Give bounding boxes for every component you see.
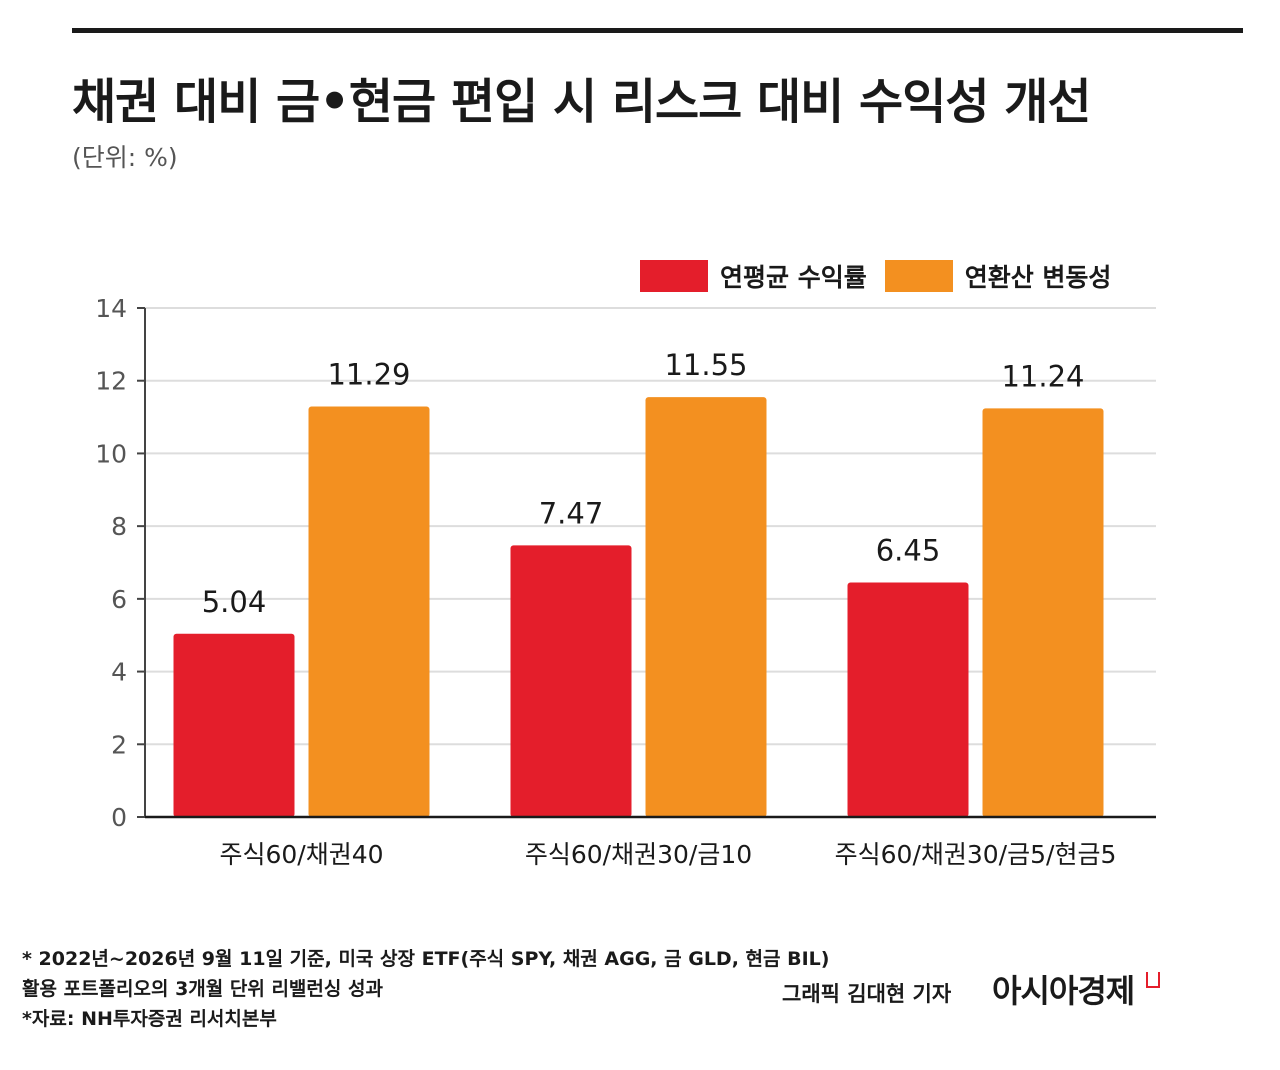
y-tick-label: 0 (111, 803, 127, 832)
legend-item-volatility: 연환산 변동성 (884, 258, 1112, 294)
y-tick-label: 2 (111, 730, 127, 759)
bar (308, 406, 430, 817)
brand-logo: 아시아경제 (992, 972, 1135, 1010)
data-label: 6.45 (876, 533, 941, 567)
chart-unit: (단위: %) (72, 143, 178, 172)
bar (847, 582, 969, 817)
footnote-method: 활용 포트폴리오의 3개월 단위 리밸런싱 성과 (22, 978, 383, 1000)
footnote-period: * 2022년~2026년 9월 11일 기준, 미국 상장 ETF(주식 SP… (22, 948, 830, 970)
bar (510, 545, 632, 817)
x-category-label: 주식60/채권40 (219, 840, 383, 869)
brand-mark-icon (1146, 972, 1160, 988)
y-tick-label: 12 (95, 367, 127, 396)
legend-item-return: 연평균 수익률 (640, 258, 867, 294)
legend-swatch-return (640, 260, 708, 292)
top-rule (72, 28, 1243, 33)
graphic-credit: 그래픽 김대현 기자 (782, 982, 952, 1006)
data-label: 5.04 (202, 585, 267, 619)
x-category-label: 주식60/채권30/금10 (525, 840, 752, 869)
bar (173, 633, 295, 817)
legend-label-return: 연평균 수익률 (720, 263, 867, 292)
legend-label-volatility: 연환산 변동성 (964, 263, 1112, 292)
data-label: 11.24 (1001, 359, 1084, 393)
y-tick-label: 14 (95, 294, 127, 323)
y-tick-label: 4 (111, 658, 127, 687)
y-tick-label: 8 (111, 512, 127, 541)
bar (645, 397, 767, 817)
data-label: 11.55 (664, 348, 747, 382)
x-category-label: 주식60/채권30/금5/현금5 (835, 840, 1117, 869)
y-tick-label: 6 (111, 585, 127, 614)
footnote-source: *자료: NH투자증권 리서치본부 (22, 1008, 277, 1030)
bar (982, 408, 1104, 817)
y-tick-label: 10 (95, 439, 127, 468)
chart-title: 채권 대비 금•현금 편입 시 리스크 대비 수익성 개선 (72, 74, 1092, 130)
legend: 연평균 수익률 연환산 변동성 (640, 258, 1129, 294)
data-label: 11.29 (327, 358, 410, 392)
data-label: 7.47 (539, 496, 604, 530)
legend-swatch-volatility (884, 260, 953, 292)
